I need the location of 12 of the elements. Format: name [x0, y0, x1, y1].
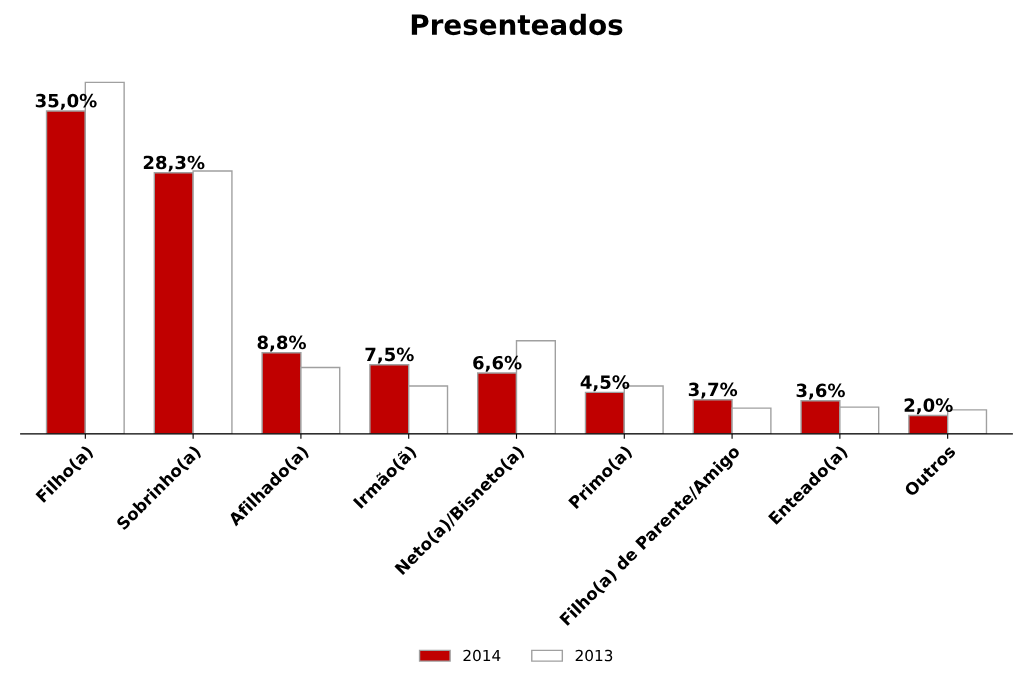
legend-label: 2014	[463, 649, 501, 662]
data-label: 4,5%	[580, 375, 630, 392]
data-label: 2,0%	[904, 398, 953, 415]
data-label: 28,3%	[143, 155, 205, 172]
chart-title: Presenteados	[411, 13, 623, 36]
legend-label: 2013	[575, 649, 613, 662]
data-label: 7,5%	[365, 347, 414, 364]
data-label: 35,0%	[35, 93, 97, 110]
data-label: 8,8%	[257, 335, 306, 352]
data-label: 3,6%	[796, 383, 845, 400]
data-label: 6,6%	[473, 355, 522, 372]
data-label: 3,7%	[688, 382, 738, 399]
